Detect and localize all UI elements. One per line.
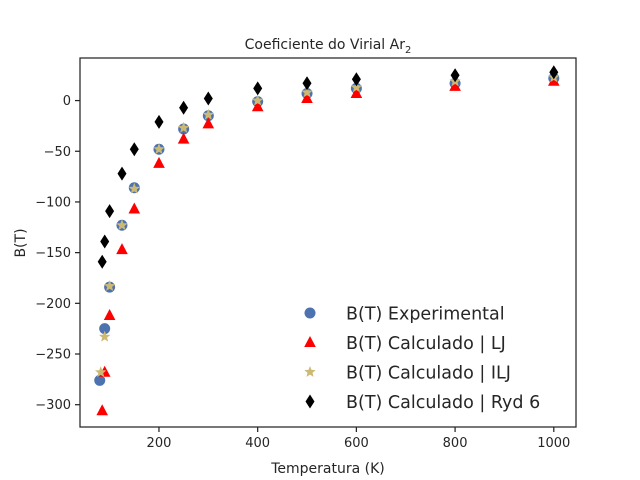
data-point <box>97 254 107 269</box>
legend-label: B(T) Calculado | LJ <box>346 334 506 354</box>
x-tick-label: 1000 <box>537 436 570 451</box>
data-point <box>449 79 461 91</box>
data-point <box>252 94 264 106</box>
data-point <box>251 100 264 112</box>
legend-marker <box>305 394 315 409</box>
legend-label: B(T) Calculado | Ryd 6 <box>346 393 540 413</box>
data-point <box>351 72 361 87</box>
data-point <box>154 114 164 129</box>
legend-marker <box>304 307 316 319</box>
data-point <box>450 68 460 83</box>
y-tick-label: −200 <box>35 297 71 312</box>
legend-entry: B(T) Calculado | LJ <box>304 334 506 354</box>
y-tick-label: −100 <box>35 195 71 210</box>
data-point <box>95 366 107 378</box>
data-point <box>99 323 111 335</box>
data-point <box>302 76 312 91</box>
data-point <box>116 219 128 231</box>
data-point <box>116 243 128 255</box>
x-tick-label: 800 <box>443 436 468 451</box>
data-point <box>105 204 115 219</box>
data-point <box>153 143 165 155</box>
legend-entry: B(T) Calculado | ILJ <box>304 364 511 384</box>
x-tick-label: 200 <box>147 436 172 451</box>
data-point <box>548 74 560 86</box>
y-tick-label: −300 <box>35 398 71 413</box>
legend-marker <box>304 366 316 377</box>
data-point <box>350 87 363 98</box>
data-point <box>94 374 106 386</box>
y-tick-label: −50 <box>44 145 71 160</box>
data-point <box>128 182 140 194</box>
series-3 <box>95 71 560 378</box>
data-point <box>117 166 127 181</box>
data-point <box>99 330 111 342</box>
data-point <box>100 234 110 249</box>
data-point <box>153 156 165 168</box>
data-point <box>202 108 214 120</box>
data-point <box>350 81 363 93</box>
data-point <box>128 202 141 214</box>
y-tick-label: −150 <box>35 246 71 261</box>
legend-marker <box>304 336 316 347</box>
data-point <box>202 117 215 129</box>
x-tick-label: 400 <box>245 436 270 451</box>
x-tick-label: 600 <box>344 436 369 451</box>
data-point <box>203 91 213 106</box>
data-point <box>129 142 139 157</box>
legend-label: B(T) Calculado | ILJ <box>346 364 511 384</box>
y-tick-label: 0 <box>63 94 71 109</box>
legend-label: B(T) Experimental <box>346 305 505 325</box>
data-point <box>96 404 108 416</box>
legend-entry: B(T) Calculado | Ryd 6 <box>305 393 540 413</box>
chart-title: Coeficiente do Virial Ar2 <box>245 37 412 56</box>
x-axis-label: Temperatura (K) <box>270 461 385 477</box>
data-point <box>177 121 190 133</box>
plot-frame <box>79 57 577 428</box>
data-point <box>177 132 190 144</box>
data-point <box>301 92 313 103</box>
legend-entry: B(T) Experimental <box>304 305 505 325</box>
y-tick-label: −250 <box>35 348 71 363</box>
data-point <box>301 86 313 98</box>
data-point <box>253 81 263 96</box>
legend: B(T) Experimental B(T) Calculado | LJ B(T)… <box>304 305 540 413</box>
data-point <box>103 309 116 320</box>
data-point <box>103 280 116 291</box>
data-point <box>179 100 189 115</box>
series-4 <box>97 65 559 269</box>
y-axis-label: B(T) <box>13 228 29 257</box>
data-point <box>549 65 559 80</box>
